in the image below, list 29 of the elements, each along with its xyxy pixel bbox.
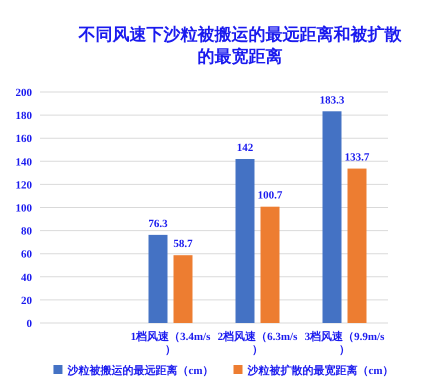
data-label: 183.3 (320, 94, 345, 106)
y-tick-label: 60 (21, 248, 32, 261)
y-tick-label: 180 (16, 110, 32, 122)
data-label: 58.7 (173, 238, 194, 250)
chart-title: 不同风速下沙粒被搬运的最远距离和被扩散的最宽距离 (78, 25, 402, 66)
data-label: 142 (236, 142, 254, 154)
bar (322, 111, 342, 323)
y-tick-label: 0 (26, 318, 32, 330)
y-tick-label: 120 (16, 179, 32, 192)
y-tick-label: 80 (21, 226, 32, 238)
y-tick-label: 40 (21, 272, 32, 284)
y-tick-label: 20 (21, 294, 32, 307)
data-label: 76.3 (148, 218, 168, 230)
bar (174, 255, 192, 323)
bar (348, 168, 366, 323)
x-tick-label: 2档风速（6.3m/s） (218, 330, 298, 356)
x-tick-label: 3档风速（9.9m/s） (304, 330, 386, 356)
y-tick-label: 140 (16, 156, 32, 168)
data-label: 133.7 (344, 152, 370, 164)
y-tick-label: 200 (16, 87, 32, 99)
y-tick-label: 100 (16, 202, 32, 214)
y-tick-label: 160 (16, 133, 32, 146)
bar (148, 234, 168, 323)
x-tick-label: 1档风速（3.4m/s） (130, 330, 212, 356)
legend-label: 沙粒被扩散的最宽距离（cm） (246, 364, 394, 377)
legend-label: 沙粒被搬运的最远距离（cm） (66, 364, 214, 377)
bar (236, 158, 254, 323)
data-label: 100.7 (258, 190, 283, 202)
bar (260, 206, 280, 323)
